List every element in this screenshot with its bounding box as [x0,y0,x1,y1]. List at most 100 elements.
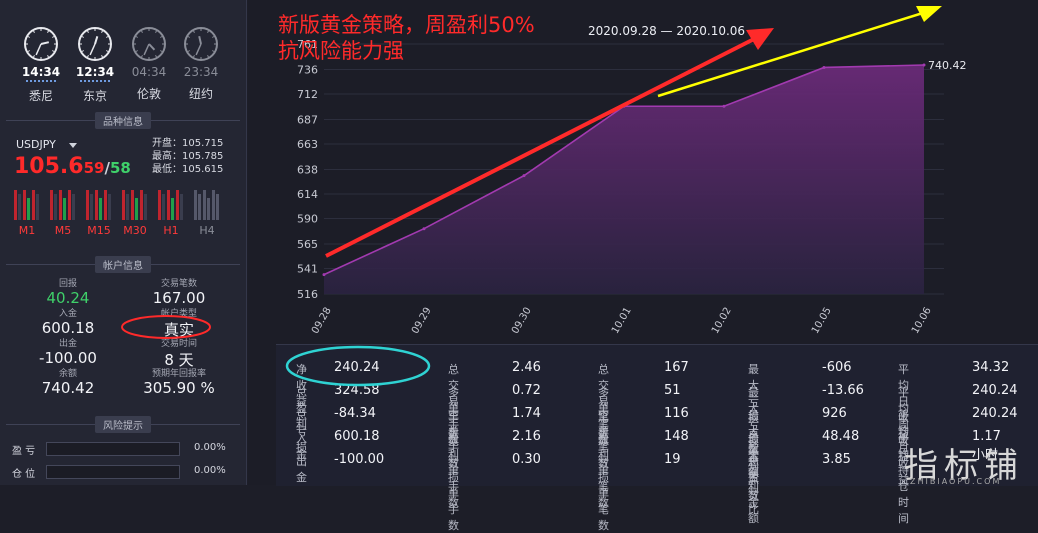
data-point [722,104,726,108]
account-key: 交易笔数 [160,279,197,289]
chevron-down-icon[interactable] [69,142,78,148]
stat-value: 240.24 [972,406,1018,421]
ask-price: 58 [109,159,131,177]
clock-2: 04:34 伦敦 [124,26,174,102]
promo-headline: 新版黄金策略，周盈利50% 抗风险能力强 [278,12,535,64]
clock-time: 04:34 [131,65,167,79]
timeframe-m30[interactable]: M30 [120,188,150,238]
yellow-arrowhead-icon [916,6,942,22]
stat-key: 总盈亏比 [748,455,759,516]
account-value: 305.90 % [143,379,215,397]
timeframe-h1[interactable]: H1 [156,188,186,238]
stat-value: 51 [664,383,681,398]
timeframe-label: M30 [123,224,147,237]
signal-bars [194,188,220,220]
risk-bar [46,442,180,456]
data-point [422,227,426,231]
risk-pct: 0.00% [194,465,226,476]
timeframe-label: M1 [18,224,36,237]
high-price: 最高：105.785 [152,151,224,162]
stat-key: 平均月收益 [898,409,909,486]
headline-line-1: 新版黄金策略，周盈利50% [278,13,535,37]
signal-bars [122,188,148,220]
timeframe-m15[interactable]: M15 [84,188,114,238]
red-trend-arrow [325,36,757,258]
account-item: 入金 600.18 [8,306,128,337]
risk-pct: 0.00% [194,442,226,453]
stat-value: 240.24 [972,383,1018,398]
watermark-url: ZHIBIAOPU.COM [910,477,1002,486]
data-point [922,63,926,67]
risk-row-pnl: 盈 亏 0.00% [12,442,226,457]
price-display: 105.659/58 [14,154,131,179]
symbol-section-title: 品种信息 [95,112,151,129]
account-item: 帐户类型 真实 [119,306,239,340]
data-point [522,174,526,178]
account-item: 预期年回报率 305.90 % [119,366,239,397]
x-tick-label: 10.05 [810,306,834,336]
stat-value: 0.30 [512,452,541,467]
clock-city: 东京 [82,89,107,103]
clock-city: 悉尼 [28,89,53,103]
stat-key: 空单手数 [448,409,459,470]
bid-price-sub: 59 [83,159,105,177]
y-tick-label: 663 [297,138,318,151]
signal-bars [50,188,76,220]
timeframe-m1[interactable]: M1 [12,188,42,238]
x-tick-label: 10.01 [610,306,634,336]
y-tick-label: 614 [297,188,318,201]
stat-value: 3.85 [822,452,851,467]
y-tick-label: 541 [297,262,318,275]
clock-icon [184,27,218,61]
symbol-selector[interactable]: USDJPY [16,138,78,151]
stat-key: 空单笔数 [598,409,609,470]
stat-key: 总交易手数 [448,363,459,440]
account-key: 预期年回报率 [151,369,206,379]
signal-bars [14,188,40,220]
account-item: 出金 -100.00 [8,336,128,367]
stat-key: 总交易笔数 [598,363,609,440]
timeframe-label: H4 [199,224,215,237]
stat-value: -100.00 [334,452,385,467]
stat-value: 240.24 [334,360,380,375]
x-tick-label: 09.28 [310,306,334,336]
stat-key: 最大亏损金额 [748,386,759,479]
timeframe-m5[interactable]: M5 [48,188,78,238]
stat-value: 116 [664,406,689,421]
account-item: 余额 740.42 [8,366,128,397]
clock-3: 23:34 纽约 [176,26,226,102]
stat-value: 1.17小时 [972,429,1001,463]
stat-key: 最大亏损点数 [748,363,759,456]
equity-chart: 516 541 565 590 614 638 663 687 712 736 761 740.42 0… [297,6,967,336]
account-key: 出金 [58,339,77,349]
headline-line-2: 抗风险能力强 [278,39,404,63]
stat-key: 总盈利 [296,386,307,431]
stat-key: 净收益 [296,363,307,408]
y-tick-label: 687 [297,114,318,127]
stat-key: 亏损单笔数 [598,455,609,532]
account-item: 交易时间 8 天 [119,336,239,370]
stat-key: 总亏损 [296,409,307,454]
timeframe-label: H1 [163,224,179,237]
price-separator: / [104,159,110,177]
account-value: 167.00 [152,289,206,307]
risk-section-title: 风险提示 [95,416,151,433]
clock-1: 12:34 东京 [70,26,120,104]
y-tick-label: 565 [297,238,318,251]
stat-value: 600.18 [334,429,380,444]
ohl-info: 开盘：105.715 最高：105.785 最低：105.615 [152,137,223,176]
watermark-logo: 指标铺 [904,446,1024,486]
yellow-trend-arrow [657,10,927,98]
clock-0: 14:34 悉尼 [16,26,66,104]
stats-panel: 净收益 240.24 总盈利 324.58 总亏损 -84.34 入金 600.18 出金 -10… [276,344,1038,532]
clock-time: 14:34 [21,65,61,79]
stat-value: 2.46 [512,360,541,375]
account-value: 8 天 [164,351,194,369]
x-tick-label: 10.02 [710,306,734,336]
stat-key: 入金 [296,432,307,461]
stat-value: -13.66 [822,383,864,398]
stat-value: -84.34 [334,406,376,421]
risk-section-header: 风险提示 [0,416,246,433]
timeframe-h4[interactable]: H4 [192,188,222,238]
highlight-ellipse [285,345,431,387]
